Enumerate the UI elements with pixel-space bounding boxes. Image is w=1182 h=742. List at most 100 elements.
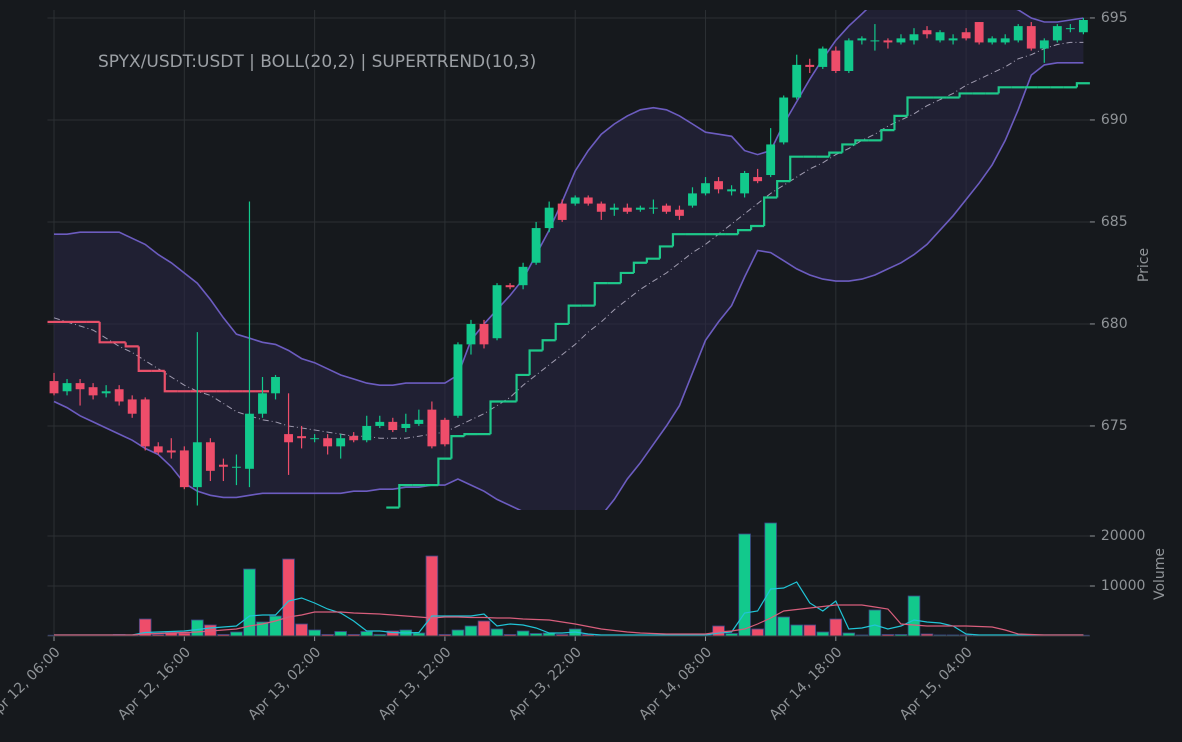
candle-body (505, 285, 515, 288)
candle-body (258, 393, 267, 414)
candle-body (440, 419, 450, 445)
candle-body (753, 177, 763, 182)
candle-body (909, 34, 919, 41)
candle-body (453, 344, 463, 416)
candle-body (727, 189, 737, 192)
candle-body (49, 381, 59, 394)
candle-body (518, 266, 528, 286)
candle-body (896, 38, 906, 43)
volume-bar (360, 631, 373, 637)
volume-bar (334, 631, 347, 637)
volume-bar (738, 533, 751, 637)
volume-ma-line (54, 581, 1084, 636)
volume-bar (282, 558, 295, 637)
candle-body (349, 436, 359, 441)
candle-body (818, 48, 828, 67)
candle-body (648, 207, 658, 209)
candle-body (127, 399, 137, 414)
candle-body (831, 50, 841, 71)
candle-body (557, 203, 567, 220)
candle-body (935, 32, 945, 41)
supertrend-step (632, 261, 647, 273)
y-tick-label: 690 (1101, 112, 1128, 128)
candle-body (740, 172, 750, 194)
candle-body (62, 383, 72, 392)
bollinger-middle (53, 41, 1084, 439)
supertrend-step (463, 433, 478, 437)
candle-body (596, 203, 606, 212)
candle-body (635, 207, 645, 210)
candle-body (232, 466, 241, 468)
volume-axis-label: Volume (1152, 548, 1168, 600)
candle-body (205, 442, 215, 471)
candle-body (166, 450, 176, 453)
candle-body (140, 399, 150, 447)
candle-body (1065, 28, 1075, 30)
candle-body (961, 32, 971, 39)
candle-body (1052, 26, 1062, 41)
volume-ma-line (54, 604, 1084, 636)
candle-body (701, 183, 710, 194)
candle-body (779, 97, 789, 143)
volume-bar (816, 631, 830, 637)
volume-bar (269, 615, 282, 637)
supertrend-step (489, 400, 504, 435)
candle-body (388, 421, 398, 431)
volume-bar (477, 620, 491, 637)
bollinger-lower (53, 62, 1084, 510)
supertrend-step (658, 245, 673, 259)
volume-bar (803, 624, 817, 637)
candle-body (310, 438, 320, 440)
y-tick-label: 20000 (1101, 528, 1146, 544)
supertrend-step (437, 457, 452, 486)
supertrend-step (124, 342, 139, 348)
candle-body (284, 434, 293, 443)
volume-bar (764, 522, 777, 637)
supertrend-step (137, 346, 152, 372)
supertrend-step (163, 370, 178, 393)
candle-body (375, 421, 385, 426)
volume-bar (516, 630, 530, 637)
candle-body (1000, 38, 1010, 43)
candle-body (479, 323, 489, 345)
volume-bar (829, 618, 843, 637)
candle-body (362, 425, 372, 441)
candle-body (245, 413, 254, 469)
candle-body (870, 40, 880, 42)
candle-body (622, 207, 632, 212)
bollinger-band-fill (54, 10, 1084, 510)
supertrend-step (528, 349, 543, 375)
volume-bar (230, 631, 243, 637)
candle-body (1026, 26, 1036, 49)
volume-bar (451, 629, 465, 637)
candle-body (271, 376, 280, 394)
y-tick-label: 680 (1101, 316, 1128, 332)
candle-body (218, 464, 228, 467)
candle-body (297, 436, 307, 439)
candle-body (323, 438, 333, 447)
candle-body (609, 207, 619, 210)
candle-body (492, 285, 502, 339)
candle-body (714, 181, 723, 190)
y-tick-label: 695 (1101, 10, 1128, 26)
candle-body (583, 197, 593, 204)
supertrend-step (736, 229, 752, 235)
supertrend-step (645, 257, 660, 263)
supertrend-step (750, 224, 765, 231)
candle-body (427, 409, 437, 447)
candle-body (192, 442, 202, 488)
candle-body (974, 22, 984, 43)
candle-body (544, 207, 554, 229)
supertrend-step (958, 92, 973, 98)
candle-body (792, 64, 802, 98)
supertrend-step (450, 435, 465, 459)
candle-body (531, 228, 541, 263)
candle-body (401, 423, 411, 428)
volume-bar (308, 629, 321, 637)
candle-body (844, 40, 854, 71)
y-tick-label: 685 (1101, 214, 1128, 230)
candle-body (570, 197, 580, 204)
supertrend-step (763, 196, 778, 227)
volume-bar (295, 623, 308, 637)
candle-body (88, 387, 98, 396)
